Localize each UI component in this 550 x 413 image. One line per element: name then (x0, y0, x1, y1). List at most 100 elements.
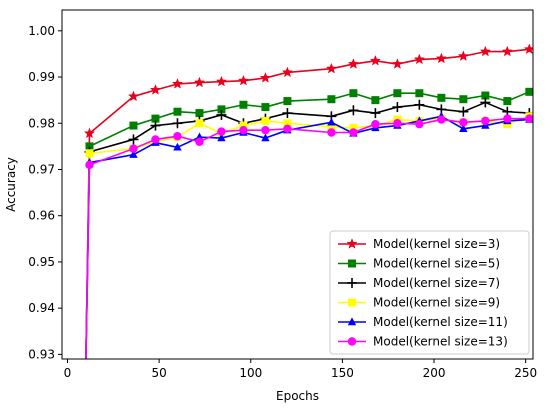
data-point (480, 97, 491, 108)
data-point (173, 107, 182, 116)
data-point (239, 100, 248, 109)
y-tick-label: 0.98 (28, 116, 55, 130)
data-point (85, 160, 94, 170)
data-point (327, 117, 336, 126)
data-point (283, 124, 292, 133)
x-tick-label: 150 (331, 366, 354, 380)
data-point (217, 105, 226, 114)
data-point (85, 142, 94, 151)
x-axis-title: Epochs (276, 389, 319, 403)
legend-label: Model(kernel size=7) (373, 276, 500, 290)
data-point (283, 119, 292, 128)
data-point (437, 93, 446, 102)
series-2 (85, 87, 533, 359)
data-point (457, 50, 469, 62)
data-point (393, 119, 402, 128)
data-point (327, 122, 336, 131)
legend-label: Model(kernel size=5) (373, 257, 500, 271)
data-point (415, 89, 424, 98)
legend-box (329, 230, 530, 355)
data-point (129, 121, 138, 130)
data-point (501, 45, 513, 57)
data-point (459, 124, 468, 132)
data-point (281, 66, 294, 78)
data-point (348, 259, 356, 268)
data-point (525, 87, 533, 96)
data-point (259, 72, 272, 83)
data-point (151, 135, 160, 144)
data-point (347, 58, 360, 69)
data-point (503, 97, 512, 106)
legend-label: Model(kernel size=11) (373, 315, 508, 329)
data-point (261, 103, 270, 112)
data-point (479, 45, 491, 57)
data-point (195, 137, 204, 146)
data-point (193, 76, 206, 88)
data-point (371, 96, 380, 105)
data-point (371, 119, 380, 129)
x-tick-label: 0 (64, 366, 72, 380)
y-axis-title: Accuracy (4, 157, 18, 212)
data-point (525, 114, 533, 123)
data-point (129, 144, 138, 153)
data-point (391, 58, 404, 69)
legend-entry: Model(kernel size=13) (338, 335, 508, 349)
data-point (151, 114, 160, 123)
data-point (347, 278, 357, 288)
data-point (415, 119, 424, 129)
data-point (237, 74, 250, 86)
x-tick-label: 50 (151, 366, 166, 380)
data-point (437, 115, 446, 124)
data-point (349, 128, 358, 137)
y-tick-label: 0.93 (28, 347, 55, 361)
data-point (459, 118, 468, 127)
legend: Model(kernel size=3) Model(kernel size=5)… (329, 230, 530, 355)
data-point (85, 149, 94, 158)
series-line (85, 115, 530, 359)
x-tick-label: 200 (423, 366, 446, 380)
data-point (216, 109, 227, 120)
data-point (435, 52, 447, 64)
legend-label: Model(kernel size=3) (373, 237, 500, 251)
data-point (413, 53, 425, 65)
data-point (129, 150, 138, 158)
data-point (239, 121, 248, 130)
x-tick-label: 250 (514, 366, 537, 380)
legend-entry: Model(kernel size=9) (338, 296, 500, 310)
y-tick-label: 1.00 (28, 24, 55, 38)
y-tick-label: 0.94 (28, 301, 55, 315)
legend-entry: Model(kernel size=5) (338, 257, 500, 271)
data-point (348, 298, 356, 307)
data-point (239, 125, 248, 135)
series-6 (85, 114, 533, 359)
data-point (261, 116, 270, 125)
data-point (215, 75, 228, 87)
data-point (195, 109, 204, 118)
data-point (150, 120, 161, 131)
y-tick-label: 0.96 (28, 209, 55, 223)
data-point (172, 118, 183, 129)
y-tick-label: 0.95 (28, 255, 55, 269)
data-point (128, 134, 139, 145)
axes: 0 50 100 150 200 250 0.93 0.94 0.95 0.96 0.97 0.98 0… (4, 9, 537, 403)
data-point (523, 43, 533, 55)
data-point (325, 62, 338, 74)
data-point (83, 127, 96, 139)
data-point (503, 120, 512, 129)
data-point (349, 123, 358, 132)
data-point (459, 95, 468, 104)
plot-content (83, 43, 533, 359)
data-point (349, 89, 358, 98)
data-point (393, 89, 402, 98)
series-1 (83, 43, 533, 359)
data-point (173, 131, 182, 141)
data-point (261, 133, 270, 142)
data-point (346, 238, 358, 249)
data-point (370, 108, 381, 119)
data-point (282, 108, 293, 119)
data-point (217, 127, 226, 136)
legend-entry: Model(kernel size=11) (338, 315, 508, 329)
data-point (327, 128, 336, 137)
data-point (283, 97, 292, 106)
